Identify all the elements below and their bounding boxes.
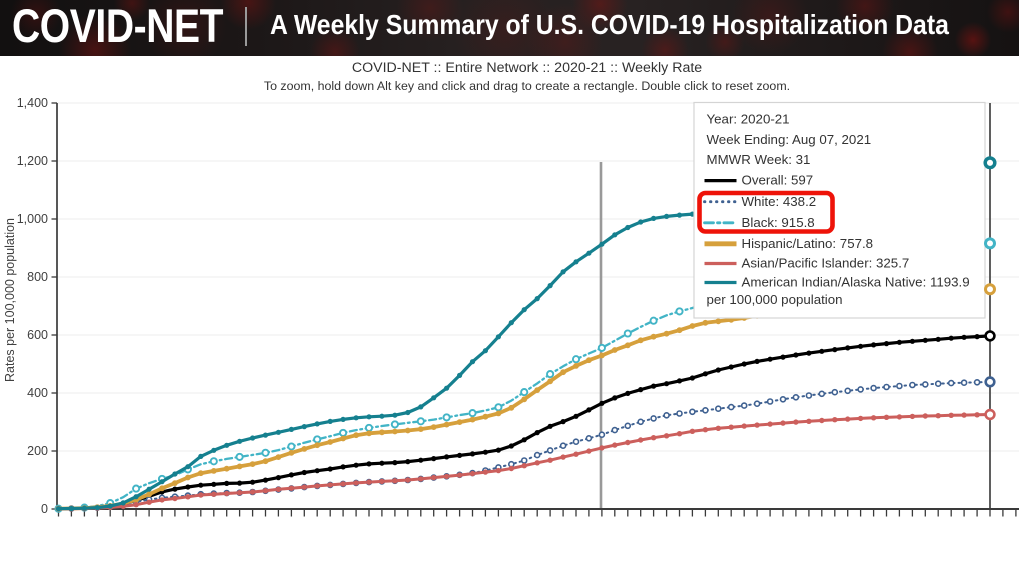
- svg-text:White: 438.2: White: 438.2: [742, 194, 817, 209]
- svg-text:1,400: 1,400: [17, 96, 48, 110]
- svg-text:Black: 915.8: Black: 915.8: [742, 215, 815, 230]
- svg-text:Hispanic/Latino: 757.8: Hispanic/Latino: 757.8: [742, 236, 874, 251]
- svg-text:MMWR Week: 31: MMWR Week: 31: [707, 152, 811, 167]
- svg-text:Asian/Pacific Islander: 325.7: Asian/Pacific Islander: 325.7: [742, 256, 910, 271]
- svg-text:Rates per 100,000 population: Rates per 100,000 population: [3, 218, 17, 382]
- svg-text:Year: 2020-21: Year: 2020-21: [707, 112, 790, 127]
- svg-text:1,000: 1,000: [17, 212, 48, 226]
- svg-text:1,200: 1,200: [17, 154, 48, 168]
- svg-text:400: 400: [27, 386, 48, 400]
- svg-text:American Indian/Alaska Native:: American Indian/Alaska Native: 1193.9: [742, 275, 970, 290]
- svg-text:Week Ending: Aug 07, 2021: Week Ending: Aug 07, 2021: [707, 132, 872, 147]
- svg-text:per 100,000 population: per 100,000 population: [707, 292, 843, 307]
- svg-text:Overall: 597: Overall: 597: [742, 173, 814, 188]
- svg-text:800: 800: [27, 270, 48, 284]
- svg-text:600: 600: [27, 328, 48, 342]
- svg-text:200: 200: [27, 444, 48, 458]
- svg-text:0: 0: [41, 502, 48, 516]
